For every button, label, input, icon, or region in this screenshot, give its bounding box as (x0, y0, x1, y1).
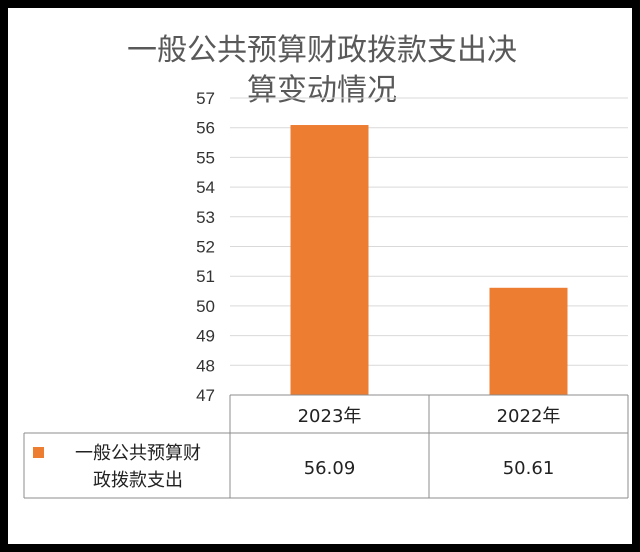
gridlines (230, 97, 628, 366)
y-tick-label: 55 (196, 148, 215, 167)
x-category-label: 2022年 (497, 406, 561, 427)
chart-frame: 一般公共预算财政拨款支出决 算变动情况 47 48 49 50 51 52 53 54 55 56… (8, 8, 632, 544)
y-axis-ticks: 47 48 49 50 51 52 53 54 55 56 57 (196, 89, 215, 405)
y-tick-label: 52 (196, 238, 215, 257)
bar (290, 125, 369, 395)
y-tick-label: 53 (196, 208, 215, 227)
chart: 一般公共预算财政拨款支出决 算变动情况 47 48 49 50 51 52 53 54 55 56… (23, 33, 629, 499)
y-tick-label: 49 (196, 327, 215, 346)
y-tick-label: 57 (196, 89, 215, 108)
data-table: 一般公共预算财 政拨款支出 2023年 56.09 2022年 50.61 (23, 394, 629, 499)
bar (489, 287, 568, 395)
y-tick-label: 56 (196, 119, 215, 138)
bars (290, 125, 568, 395)
y-tick-label: 48 (196, 356, 215, 375)
legend-label-line-1: 一般公共预算财 (75, 443, 201, 464)
legend-swatch (33, 447, 44, 458)
y-tick-label: 47 (196, 386, 215, 405)
y-tick-label: 54 (196, 178, 215, 197)
chart-title-line-2: 算变动情况 (247, 73, 397, 108)
y-tick-label: 51 (196, 267, 215, 286)
legend-label-line-2: 政拨款支出 (93, 470, 183, 491)
x-category-label: 2023年 (298, 406, 362, 427)
y-tick-label: 50 (196, 297, 215, 316)
chart-title-line-1: 一般公共预算财政拨款支出决 (127, 33, 517, 68)
data-table-value: 56.09 (304, 458, 356, 479)
data-table-value: 50.61 (503, 458, 555, 479)
